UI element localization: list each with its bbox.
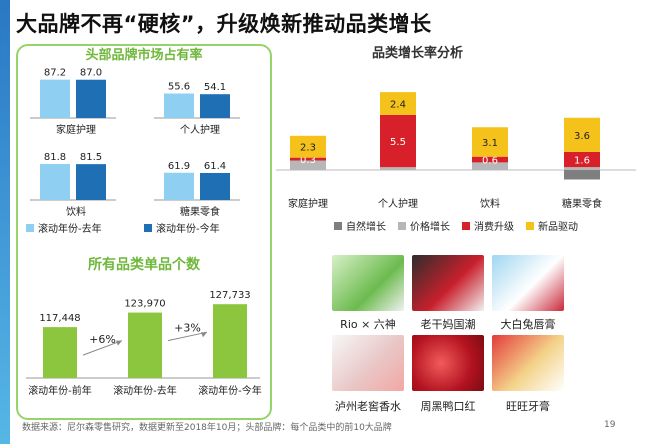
category-label: 饮料 bbox=[480, 197, 500, 210]
data-label: 87.2 bbox=[44, 68, 66, 79]
bar bbox=[76, 79, 106, 118]
bar bbox=[213, 304, 247, 378]
legend-swatch bbox=[398, 222, 406, 230]
page-number: 19 bbox=[604, 420, 616, 430]
trend-arrowhead bbox=[116, 340, 122, 346]
data-label: 0.3 bbox=[300, 155, 316, 166]
category-label: 滚动年份-今年 bbox=[198, 384, 262, 397]
data-label: 0.6 bbox=[482, 156, 498, 167]
category-label: 家庭护理 bbox=[288, 197, 328, 210]
data-label: 117,448 bbox=[39, 313, 80, 324]
stacked-bar-segment bbox=[564, 167, 600, 170]
legend-swatch bbox=[462, 222, 470, 230]
wangwang-toothpaste-photo bbox=[492, 335, 564, 391]
data-label: 123,970 bbox=[124, 299, 165, 310]
stacked-bar-segment bbox=[564, 170, 600, 180]
stacked-bar-segment bbox=[290, 157, 326, 161]
category-label: 家庭护理 bbox=[56, 123, 96, 136]
bar bbox=[40, 79, 70, 118]
legend-swatch bbox=[526, 222, 534, 230]
bar bbox=[76, 164, 106, 200]
stacked-bar-segment bbox=[380, 92, 416, 115]
data-label: 2.4 bbox=[390, 100, 406, 111]
legend-label: 新品驱动 bbox=[538, 220, 578, 233]
stacked-bar-segment bbox=[290, 135, 326, 158]
product-label: 周黑鸭口红 bbox=[420, 400, 476, 413]
market-share-chart: 87.2 87.0 家庭护理 55.6 54.1 个人护理 81.8 81.5 饮料 61.9 61… bbox=[26, 68, 240, 235]
data-label: 3.6 bbox=[574, 131, 590, 142]
data-label: 127,733 bbox=[209, 290, 250, 301]
data-label: 3.1 bbox=[482, 138, 498, 149]
product-label: 老干妈国潮 bbox=[420, 318, 476, 331]
bar bbox=[164, 172, 194, 200]
bar bbox=[164, 93, 194, 118]
luzhou-perfume-photo bbox=[332, 335, 404, 391]
bar bbox=[128, 312, 162, 378]
stacked-bar-segment bbox=[564, 151, 600, 168]
data-label: 61.4 bbox=[204, 161, 226, 172]
stacked-bar-segment bbox=[380, 167, 416, 170]
category-label: 糖果零食 bbox=[180, 205, 220, 218]
data-label: 5.5 bbox=[390, 137, 406, 148]
data-label: 81.8 bbox=[44, 152, 66, 163]
category-growth-chart: 0.32.3 家庭护理 5.5 2.4 个人护理 0.6 3.1 饮料 1.6 3.6 糖果零食自然… bbox=[276, 92, 636, 233]
legend-label: 消费升级 bbox=[474, 220, 514, 233]
category-label: 滚动年份-前年 bbox=[28, 384, 92, 397]
slide-edge-band bbox=[0, 0, 10, 444]
item-count-chart: 117,448 滚动年份-前年 123,970 滚动年份-去年 127,733 滚动年份-… bbox=[26, 290, 262, 397]
legend-label: 自然增长 bbox=[346, 220, 386, 233]
legend-swatch bbox=[26, 224, 34, 232]
stacked-bar-segment bbox=[564, 117, 600, 152]
growth-chart-title: 品类增长率分析 bbox=[372, 46, 464, 61]
data-label: 61.9 bbox=[168, 161, 190, 172]
data-label: 1.6 bbox=[574, 156, 590, 167]
data-label: 2.3 bbox=[300, 143, 316, 154]
product-label: 泸州老窖香水 bbox=[335, 400, 401, 413]
white-rabbit-lipbalm-photo bbox=[492, 255, 564, 311]
data-label: 55.6 bbox=[168, 82, 190, 93]
category-label: 个人护理 bbox=[180, 123, 220, 136]
market-share-title: 头部品牌市场占有率 bbox=[85, 48, 203, 63]
category-label: 饮料 bbox=[66, 205, 86, 218]
stacked-bar-segment bbox=[472, 156, 508, 163]
legend-label: 滚动年份-今年 bbox=[156, 222, 220, 235]
laoganma-product-photo bbox=[412, 255, 484, 311]
trend-arrow bbox=[82, 340, 123, 356]
stacked-bar-segment bbox=[290, 160, 326, 170]
growth-annotation: +3% bbox=[174, 321, 201, 334]
growth-annotation: +6% bbox=[89, 333, 116, 346]
product-label: 旺旺牙膏 bbox=[506, 400, 550, 413]
data-label: 54.1 bbox=[204, 82, 226, 93]
trend-arrowhead bbox=[201, 332, 207, 338]
product-label: Rio × 六神 bbox=[340, 318, 396, 331]
data-label: 81.5 bbox=[80, 152, 102, 163]
stacked-bar-segment bbox=[472, 162, 508, 170]
category-label: 糖果零食 bbox=[562, 197, 602, 210]
legend-swatch bbox=[334, 222, 342, 230]
legend-swatch bbox=[144, 224, 152, 232]
data-label: 87.0 bbox=[80, 68, 102, 79]
item-count-title: 所有品类单品个数 bbox=[88, 257, 200, 273]
legend-label: 滚动年份-去年 bbox=[38, 222, 102, 235]
zhouheiya-lipstick-photo bbox=[412, 335, 484, 391]
product-label: 大白兔唇膏 bbox=[500, 318, 556, 331]
bar bbox=[40, 164, 70, 200]
bar bbox=[43, 327, 77, 378]
trend-arrow bbox=[167, 331, 208, 342]
bar bbox=[200, 172, 230, 200]
category-label: 个人护理 bbox=[378, 197, 418, 210]
source-note: 数据来源：尼尔森零售研究，数据更新至2018年10月；头部品牌：每个品类中的前1… bbox=[22, 423, 392, 433]
stacked-bar-segment bbox=[380, 114, 416, 168]
slide-title: 大品牌不再“硬核”，升级焕新推动品类增长 bbox=[16, 12, 432, 36]
legend-label: 价格增长 bbox=[410, 220, 450, 233]
rio-liushen-product-photo bbox=[332, 255, 404, 311]
category-label: 滚动年份-去年 bbox=[113, 384, 177, 397]
bar bbox=[200, 94, 230, 118]
stacked-bar-segment bbox=[472, 127, 508, 157]
